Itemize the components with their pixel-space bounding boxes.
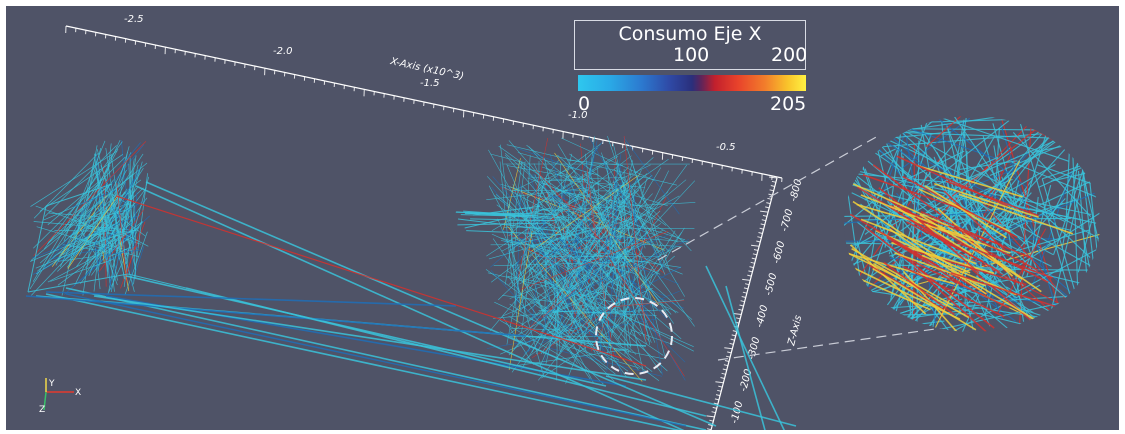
legend-label-100: 100 [673,44,710,66]
x-axis-minor-ticks [65,25,783,183]
toolpath-long-segments [25,181,797,430]
zoom-connector-top [657,135,879,261]
zoom-region-marker [595,297,673,375]
z-tick-label: -800 [788,178,804,203]
legend-title: Consumo Eje X [618,23,762,45]
z-tick-label: -500 [763,272,779,297]
triad-z-label: Z [39,405,45,415]
z-tick-label: -400 [754,304,770,329]
legend-label-max: 205 [770,93,807,115]
zoom-connector-bottom [717,323,971,361]
zoom-callout [595,116,1100,375]
x-tick-label: -2.0 [273,46,293,57]
legend-label-200: 200 [771,44,808,66]
x-tick-label: -1.5 [420,78,440,89]
x-tick-label: -1.0 [568,110,588,121]
z-axis-minor-ticks [706,176,778,430]
scene-3d[interactable]: -2.5 -2.0 -1.5 -1.0 -0.5 X-Axis (x10^3) … [6,6,1119,430]
triad-x-label: X [75,388,81,398]
z-tick-label: -700 [779,208,795,233]
legend-frame: Consumo Eje X 100 200 [574,20,808,70]
z-tick-label: -100 [729,400,745,425]
x-tick-label: -2.5 [124,14,144,25]
triad-y-label: Y [48,379,55,389]
colormap-bar [578,75,806,91]
legend-label-min: 0 [578,93,591,115]
toolpath-cluster-left [27,139,187,296]
orientation-triad: Y X Z [39,378,81,415]
z-tick-label: -600 [771,240,787,265]
render-viewport[interactable]: -2.5 -2.0 -1.5 -1.0 -0.5 X-Axis (x10^3) … [6,6,1119,430]
color-legend: Consumo Eje X 100 200 0 205 [574,20,808,115]
toolpath-cluster-center [455,135,696,385]
z-axis-title: Z-Axis [786,314,804,347]
zoom-inset-toolpaths [844,116,1100,332]
x-tick-label: -0.5 [716,142,736,153]
